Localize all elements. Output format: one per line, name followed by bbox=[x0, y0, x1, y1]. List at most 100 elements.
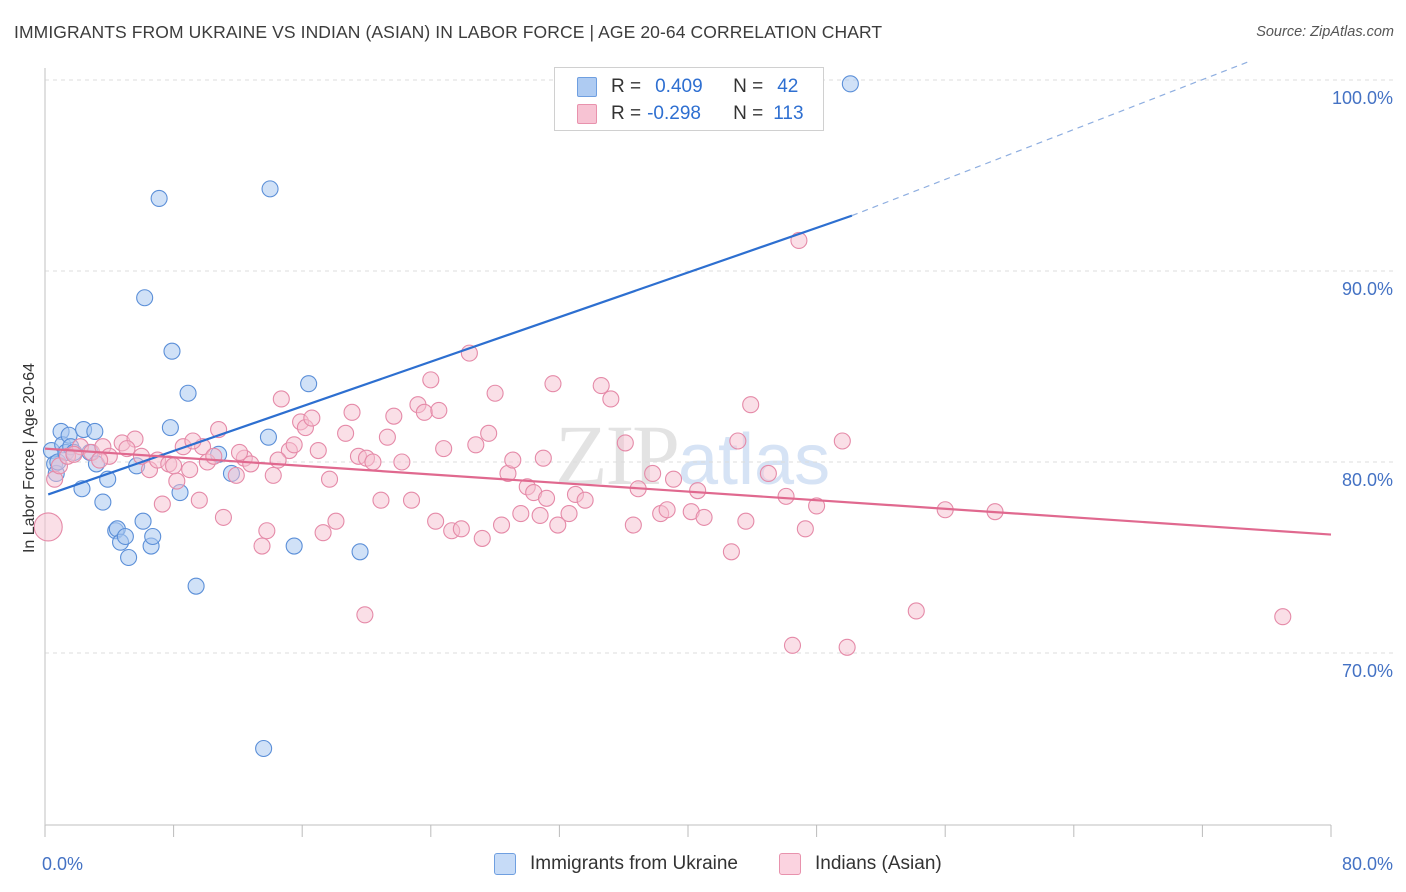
indian-point bbox=[314, 524, 332, 542]
indian-point bbox=[833, 432, 851, 450]
indian-point bbox=[742, 396, 760, 414]
x-tick-label: 0.0% bbox=[42, 854, 83, 874]
indian-point bbox=[205, 447, 223, 465]
indian-point bbox=[480, 424, 498, 442]
y-tick-label: 70.0% bbox=[1342, 661, 1393, 681]
ukraine-points bbox=[42, 75, 859, 758]
bottom-legend-swatch-ukraine bbox=[494, 853, 516, 875]
indian-point bbox=[549, 516, 567, 534]
bottom-legend-ukraine: Immigrants from Ukraine bbox=[494, 851, 738, 877]
indian-point bbox=[65, 445, 83, 463]
indian-point bbox=[796, 520, 814, 538]
indian-point bbox=[737, 512, 755, 530]
indian-point bbox=[534, 449, 552, 467]
legend-row-ukraine: R = 0.409 N = 42 bbox=[555, 73, 798, 101]
indian-point bbox=[452, 520, 470, 538]
indian-point bbox=[430, 401, 448, 419]
indian-points bbox=[33, 231, 1292, 656]
indian-point bbox=[337, 424, 355, 442]
ukraine-point bbox=[285, 537, 303, 555]
indian-point bbox=[168, 472, 186, 490]
indian-point bbox=[602, 390, 620, 408]
ukraine-point bbox=[136, 289, 154, 307]
ukraine-point bbox=[94, 493, 112, 511]
ukraine-point bbox=[134, 512, 152, 530]
indian-point bbox=[320, 470, 339, 488]
indian-point bbox=[153, 495, 171, 513]
legend-n-label: N = bbox=[733, 103, 764, 124]
legend-r-value: 0.409 bbox=[655, 76, 703, 97]
bottom-legend-indian: Indians (Asian) bbox=[779, 851, 942, 877]
indian-point bbox=[537, 489, 556, 507]
gridlines bbox=[45, 79, 1395, 654]
indian-point bbox=[385, 407, 403, 425]
ukraine-trend-extension bbox=[851, 60, 1251, 217]
ukraine-point bbox=[161, 419, 179, 437]
indian-point bbox=[258, 522, 276, 540]
indian-point bbox=[576, 491, 594, 509]
bottom-legend-label-indian: Indians (Asian) bbox=[815, 853, 942, 874]
indian-point bbox=[592, 377, 610, 395]
trend-lines bbox=[44, 60, 1332, 536]
indian-point bbox=[393, 453, 411, 471]
indian-point bbox=[378, 428, 396, 446]
ukraine-point bbox=[144, 527, 162, 546]
y-axis-title: In Labor Force | Age 20-64 bbox=[21, 363, 38, 553]
indian-point bbox=[783, 636, 802, 654]
indian-point bbox=[343, 403, 361, 421]
indian-point bbox=[264, 466, 282, 484]
indian-point bbox=[118, 440, 136, 458]
indian-point bbox=[624, 516, 642, 534]
indian-point bbox=[33, 512, 63, 542]
indian-point bbox=[907, 602, 925, 620]
y-tick-label: 90.0% bbox=[1342, 279, 1393, 299]
stats-legend: R = 0.409 N = 42 R = -0.298 N = 113 bbox=[554, 67, 824, 131]
indian-point bbox=[372, 491, 390, 509]
indian-point bbox=[190, 491, 208, 509]
indian-point bbox=[1274, 608, 1292, 626]
ukraine-trend-line bbox=[47, 214, 853, 496]
indian-point bbox=[415, 403, 433, 421]
ukraine-point bbox=[841, 75, 859, 93]
indian-point bbox=[777, 487, 795, 505]
indian-point bbox=[165, 457, 183, 475]
ukraine-point bbox=[259, 428, 277, 446]
legend-swatch-indian bbox=[577, 104, 597, 124]
chart-source: Source: ZipAtlas.com bbox=[1256, 24, 1394, 40]
indian-trend-line bbox=[44, 447, 1332, 536]
indian-point bbox=[759, 464, 777, 483]
indian-point bbox=[327, 512, 345, 530]
ukraine-point bbox=[150, 189, 168, 207]
legend-n-label: N = bbox=[733, 76, 764, 97]
indian-point bbox=[616, 434, 634, 452]
indian-point bbox=[512, 505, 530, 523]
indian-point bbox=[181, 461, 199, 479]
indian-point bbox=[492, 516, 511, 534]
indian-point bbox=[435, 440, 453, 458]
indian-point bbox=[272, 390, 290, 408]
indian-point bbox=[269, 451, 287, 469]
indian-point bbox=[544, 375, 562, 393]
indian-point bbox=[422, 371, 440, 389]
indian-point bbox=[808, 497, 826, 515]
bottom-legend-label-ukraine: Immigrants from Ukraine bbox=[530, 853, 738, 874]
indian-point bbox=[695, 508, 713, 526]
indian-point bbox=[504, 451, 522, 469]
bottom-legend-swatch-indian bbox=[779, 853, 801, 875]
chart-title: IMMIGRANTS FROM UKRAINE VS INDIAN (ASIAN… bbox=[14, 22, 883, 42]
indian-point bbox=[473, 529, 491, 547]
x-tick-label: 80.0% bbox=[1342, 854, 1393, 874]
ukraine-point bbox=[351, 543, 369, 561]
indian-point bbox=[531, 506, 549, 525]
tick-labels: 70.0% 80.0% 90.0% 100.0% 0.0% 80.0% bbox=[42, 88, 1393, 874]
legend-swatch-ukraine bbox=[577, 77, 597, 97]
ukraine-point bbox=[187, 577, 205, 595]
indian-point bbox=[467, 436, 485, 454]
legend-row-indian: R = -0.298 N = 113 bbox=[555, 100, 804, 128]
ukraine-point bbox=[163, 342, 181, 360]
ukraine-point bbox=[86, 422, 104, 440]
indian-point bbox=[227, 466, 245, 484]
indian-point bbox=[658, 501, 676, 519]
indian-point bbox=[356, 606, 374, 624]
y-tick-label: 100.0% bbox=[1332, 88, 1393, 108]
